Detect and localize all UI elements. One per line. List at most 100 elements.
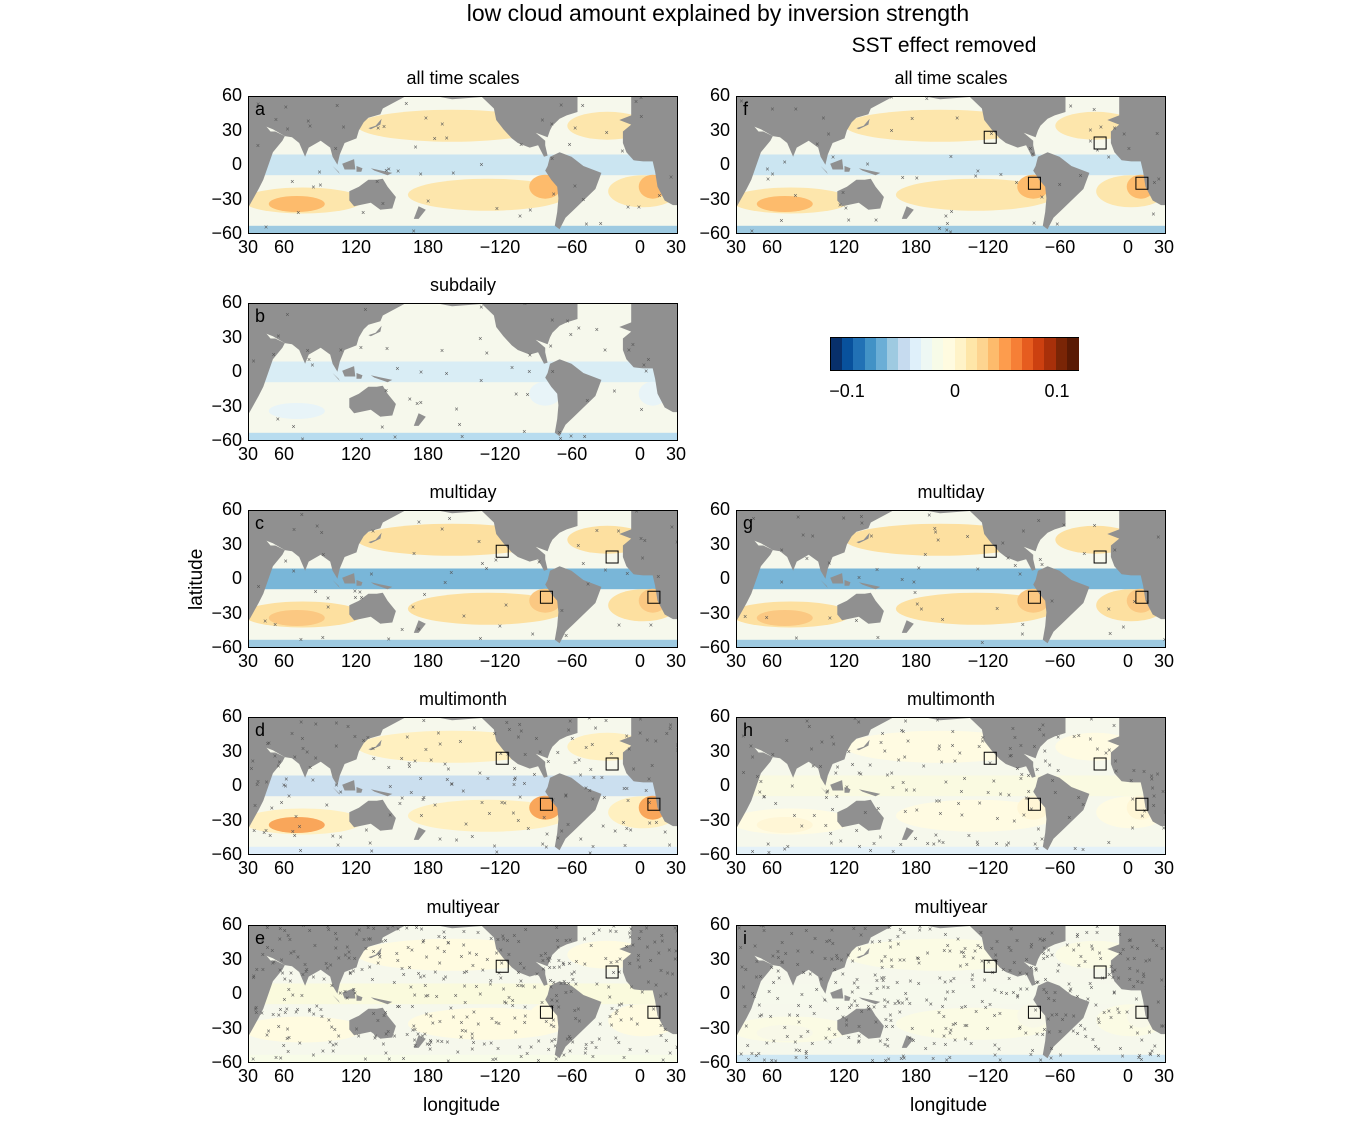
- sig-cross: ×: [256, 779, 260, 786]
- sig-cross: ×: [1132, 768, 1136, 775]
- sig-cross: ×: [485, 957, 489, 964]
- sig-cross: ×: [373, 1036, 377, 1043]
- sig-cross: ×: [443, 580, 447, 587]
- sig-cross: ×: [298, 1041, 302, 1048]
- sig-cross: ×: [1104, 751, 1108, 758]
- sig-cross: ×: [311, 777, 315, 784]
- sig-cross: ×: [801, 532, 805, 539]
- sig-cross: ×: [476, 1021, 480, 1028]
- sig-cross: ×: [851, 762, 855, 769]
- panel-title-c: multiday: [429, 482, 497, 502]
- sig-cross: ×: [929, 1001, 933, 1008]
- sig-cross: ×: [1077, 733, 1081, 740]
- indian-center: [268, 1024, 325, 1041]
- sig-cross: ×: [915, 956, 919, 963]
- sig-cross: ×: [488, 981, 492, 988]
- sig-cross: ×: [834, 771, 838, 778]
- sig-cross: ×: [370, 977, 374, 984]
- sig-cross: ×: [1117, 1010, 1121, 1017]
- sig-cross: ×: [320, 530, 324, 537]
- land-1: [737, 926, 893, 994]
- ytick-b-4: −60: [211, 430, 242, 450]
- sig-cross: ×: [549, 344, 553, 351]
- sig-cross: ×: [556, 945, 560, 952]
- sig-cross: ×: [335, 103, 339, 110]
- sig-cross: ×: [519, 979, 523, 986]
- sig-cross: ×: [380, 425, 384, 432]
- sig-cross: ×: [1109, 1015, 1113, 1022]
- sig-cross: ×: [296, 954, 300, 961]
- equatorial-band: [737, 775, 1165, 797]
- indian-center: [268, 402, 325, 419]
- sig-cross: ×: [479, 162, 483, 169]
- sig-cross: ×: [1015, 995, 1019, 1002]
- land-5: [356, 995, 363, 1001]
- sig-cross: ×: [497, 1021, 501, 1028]
- sig-cross: ×: [831, 941, 835, 948]
- sig-cross: ×: [1049, 1046, 1053, 1053]
- sig-cross: ×: [645, 1049, 649, 1056]
- sig-cross: ×: [1009, 753, 1013, 760]
- sig-cross: ×: [644, 368, 648, 375]
- south-pacific-belt: [407, 1007, 568, 1040]
- sig-cross: ×: [1112, 990, 1116, 997]
- land-5: [356, 166, 363, 172]
- sig-cross: ×: [378, 952, 382, 959]
- sig-cross: ×: [1041, 938, 1045, 945]
- sig-cross: ×: [896, 998, 900, 1005]
- sig-cross: ×: [525, 392, 529, 399]
- sig-cross: ×: [572, 969, 576, 976]
- sig-cross: ×: [1057, 963, 1061, 970]
- sig-cross: ×: [856, 1040, 860, 1047]
- sig-cross: ×: [559, 102, 563, 109]
- sig-cross: ×: [459, 1020, 463, 1027]
- sig-cross: ×: [298, 824, 302, 831]
- sig-cross: ×: [307, 1009, 311, 1016]
- land-3: [830, 159, 844, 170]
- sig-cross: ×: [405, 735, 409, 742]
- sig-cross: ×: [881, 978, 885, 985]
- sig-cross: ×: [999, 172, 1003, 179]
- sig-cross: ×: [891, 1024, 895, 1031]
- land-8: [413, 827, 426, 840]
- sig-cross: ×: [847, 218, 851, 225]
- sig-cross: ×: [334, 743, 338, 750]
- sig-cross: ×: [446, 1059, 450, 1063]
- sig-cross: ×: [936, 538, 940, 545]
- sig-cross: ×: [626, 798, 630, 805]
- sig-cross: ×: [1025, 971, 1029, 978]
- sig-cross: ×: [519, 729, 523, 736]
- sig-cross: ×: [762, 794, 766, 801]
- region-box-3: [1135, 1005, 1149, 1019]
- sig-cross: ×: [424, 747, 428, 754]
- sig-cross: ×: [770, 106, 774, 113]
- sig-cross: ×: [780, 940, 784, 947]
- sig-cross: ×: [943, 980, 947, 987]
- sig-cross: ×: [1164, 807, 1166, 814]
- sig-cross: ×: [950, 209, 954, 216]
- sig-cross: ×: [1132, 984, 1136, 991]
- sig-cross: ×: [935, 798, 939, 805]
- sig-cross: ×: [1050, 953, 1054, 960]
- colorbar-cell: [965, 338, 978, 370]
- land-6: [370, 375, 393, 383]
- sig-cross: ×: [518, 722, 522, 729]
- sig-cross: ×: [321, 635, 325, 642]
- sig-cross: ×: [1034, 966, 1038, 973]
- xtick-b-2: 120: [340, 444, 372, 464]
- sig-cross: ×: [824, 795, 828, 802]
- sig-cross: ×: [657, 193, 661, 200]
- land-0: [737, 97, 773, 207]
- sig-cross: ×: [367, 936, 371, 943]
- sig-cross: ×: [1040, 837, 1044, 844]
- sig-cross: ×: [582, 936, 586, 943]
- sig-cross: ×: [372, 949, 376, 956]
- sig-cross: ×: [993, 987, 997, 994]
- sig-cross: ×: [1011, 990, 1015, 997]
- panel-label-h: h: [743, 720, 754, 740]
- sig-cross: ×: [416, 1032, 420, 1039]
- map-a: ×××××××××××××××××××× ××××××××××××××× ×××××…: [249, 97, 677, 233]
- sig-cross: ×: [546, 956, 550, 963]
- sig-cross: ×: [413, 759, 417, 766]
- sig-cross: ×: [564, 990, 568, 997]
